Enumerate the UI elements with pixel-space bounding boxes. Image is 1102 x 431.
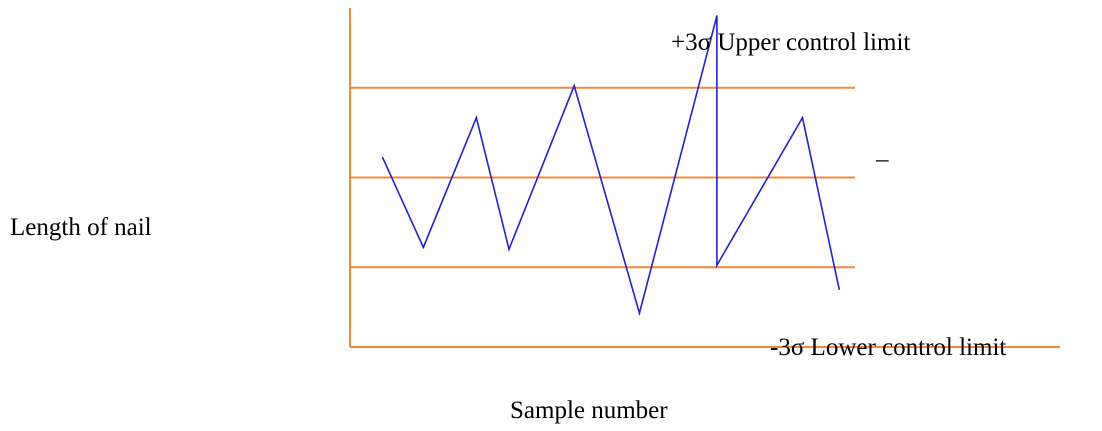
data-point bbox=[801, 116, 804, 119]
data-point bbox=[475, 116, 478, 119]
data-point bbox=[508, 248, 510, 251]
series-line bbox=[381, 15, 840, 317]
data-point bbox=[716, 264, 718, 267]
upper-control-limit-label: +3σ Upper control limit bbox=[671, 29, 910, 56]
data-point bbox=[838, 288, 840, 290]
data-point bbox=[422, 246, 425, 249]
y-axis-label: Length of nail bbox=[10, 214, 152, 241]
data-series bbox=[381, 15, 840, 317]
data-point bbox=[573, 84, 576, 87]
lower-control-limit-label: -3σ Lower control limit bbox=[770, 334, 1006, 361]
data-point bbox=[716, 15, 718, 17]
center-line-label: – bbox=[875, 146, 889, 173]
x-axis-label: Sample number bbox=[510, 397, 668, 424]
control-limit-lines bbox=[350, 86, 855, 269]
data-point bbox=[381, 156, 384, 159]
data-point bbox=[638, 312, 641, 314]
chart-labels: Length of nail Sample number +3σ Upper c… bbox=[10, 29, 1006, 424]
